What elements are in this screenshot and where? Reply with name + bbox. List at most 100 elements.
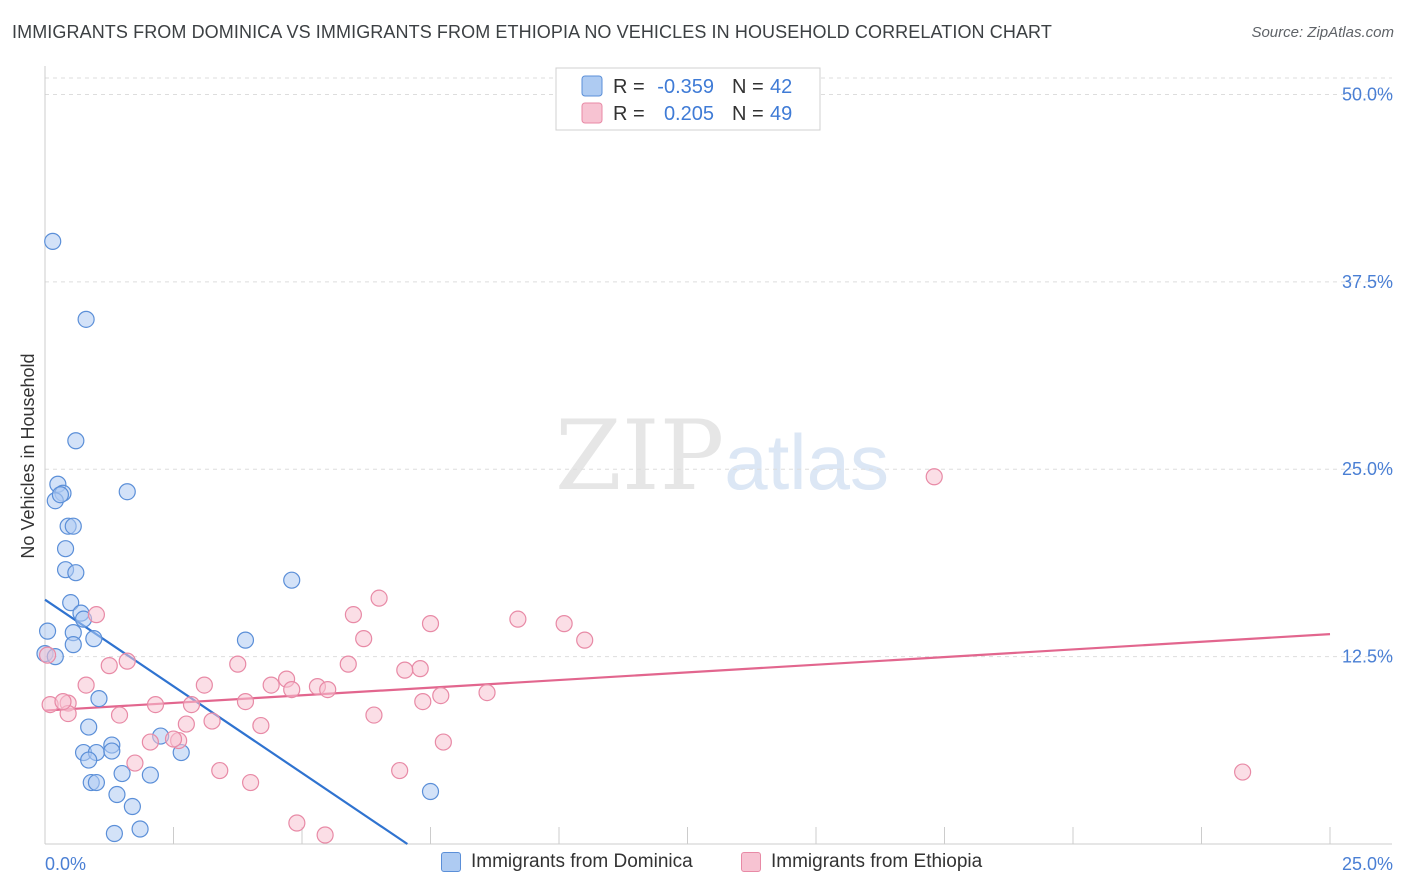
dominica-point (67, 432, 85, 450)
legend-n-label-ethiopia: N = (732, 103, 764, 125)
ethiopia-point (146, 695, 165, 714)
dominica-point (236, 631, 255, 649)
ethiopia-point (925, 468, 943, 486)
ethiopia-point (509, 610, 527, 628)
x-tick-labels: 0.0% 25.0% (45, 854, 1393, 874)
dominica-point (108, 785, 126, 804)
ethiopia-point (236, 692, 255, 711)
dominica-point (77, 310, 95, 328)
ethiopia-point (432, 686, 450, 705)
x-tick-label-min: 0.0% (45, 854, 86, 874)
legend-swatch-ethiopia-bottom (741, 852, 761, 872)
dominica-point (131, 820, 149, 838)
ethiopia-point (555, 615, 573, 633)
ethiopia-point (38, 646, 57, 664)
legend-r-label-ethiopia: R = (613, 103, 645, 125)
dominica-point (38, 622, 57, 640)
y-tick-label: 12.5% (1342, 647, 1393, 667)
ethiopia-trendline (44, 633, 1331, 712)
dominica-point (105, 824, 123, 843)
watermark: ZIPatlas (555, 400, 889, 512)
ethiopia-point (87, 606, 106, 624)
ethiopia-point (370, 589, 388, 607)
dominica-point (51, 486, 70, 504)
ethiopia-point (195, 676, 213, 694)
ethiopia-point (211, 761, 229, 780)
legend-swatch-dominica-bottom (441, 852, 461, 872)
ethiopia-point (434, 733, 452, 751)
legend-item-ethiopia[interactable]: Immigrants from Ethiopia (741, 851, 982, 873)
ethiopia-point (1234, 763, 1252, 781)
ethiopia-point (110, 706, 129, 724)
ethiopia-point (77, 676, 95, 694)
dominica-point (118, 483, 136, 501)
ethiopia-point (576, 631, 594, 649)
watermark-atlas: atlas (724, 418, 889, 506)
ethiopia-point (344, 606, 362, 624)
dominica-point (67, 564, 85, 582)
dominica-point (421, 782, 440, 801)
dominica-point (80, 751, 98, 769)
axes (44, 66, 1392, 845)
series-legend: Immigrants from Dominica Immigrants from… (0, 851, 1406, 879)
dominica-point (90, 689, 108, 708)
ethiopia-point (283, 680, 301, 699)
gridlines (45, 77, 1392, 658)
legend-item-dominica[interactable]: Immigrants from Dominica (441, 851, 693, 873)
ethiopia-point (262, 676, 280, 694)
stats-legend: R = -0.359 N = 42 R = 0.205 N = 49 (555, 67, 821, 131)
ethiopia-point (203, 712, 221, 730)
legend-label-dominica: Immigrants from Dominica (471, 851, 693, 872)
y-tick-labels: 12.5% 25.0% 37.5% 50.0% (1342, 84, 1393, 666)
dominica-point (44, 232, 62, 250)
y-tick-label: 50.0% (1342, 84, 1393, 104)
legend-swatch-dominica (581, 75, 603, 97)
ethiopia-point (164, 730, 183, 748)
y-tick-label: 25.0% (1342, 459, 1393, 479)
dominica-trendline (44, 598, 408, 845)
data-points (36, 232, 1252, 844)
dominica-point (64, 636, 82, 654)
ethiopia-point (414, 692, 432, 711)
ethiopia-point (396, 661, 414, 679)
y-axis-label: No Vehicles in Household (18, 353, 38, 558)
ethiopia-point (421, 615, 440, 633)
dominica-point (283, 571, 301, 589)
dominica-point (80, 718, 98, 736)
ethiopia-point (316, 826, 334, 844)
ethiopia-point (118, 652, 136, 670)
x-tick-label-max: 25.0% (1342, 854, 1393, 874)
dominica-point (123, 797, 141, 816)
ethiopia-point (252, 716, 270, 735)
ethiopia-point (319, 680, 337, 699)
ethiopia-point (141, 733, 159, 751)
source-label: Source: ZipAtlas.com (1251, 24, 1394, 41)
dominica-point (87, 773, 106, 792)
dominica-point (64, 517, 82, 535)
ethiopia-point (100, 657, 118, 675)
ethiopia-point (365, 706, 383, 724)
ethiopia-point (54, 692, 72, 711)
legend-label-ethiopia: Immigrants from Ethiopia (771, 851, 983, 872)
dominica-point (113, 764, 131, 783)
ethiopia-point (339, 655, 357, 673)
legend-n-value-ethiopia: 49 (770, 103, 792, 125)
ethiopia-point (182, 695, 201, 714)
legend-swatch-ethiopia (581, 102, 603, 124)
ethiopia-point (411, 660, 429, 678)
watermark-zip: ZIP (555, 400, 725, 512)
legend-n-value-dominica: 42 (770, 76, 792, 98)
ethiopia-point (229, 655, 247, 673)
dominica-point (141, 766, 159, 784)
legend-r-label-dominica: R = (613, 76, 645, 98)
dominica-point (85, 630, 103, 648)
ethiopia-point (355, 630, 373, 648)
dominica-point (62, 594, 80, 612)
ethiopia-point (478, 683, 496, 702)
legend-r-value-dominica: -0.359 (657, 76, 714, 98)
trendlines (44, 598, 1331, 845)
ethiopia-point (177, 715, 195, 733)
ethiopia-point (126, 754, 144, 772)
dominica-point (56, 540, 75, 558)
